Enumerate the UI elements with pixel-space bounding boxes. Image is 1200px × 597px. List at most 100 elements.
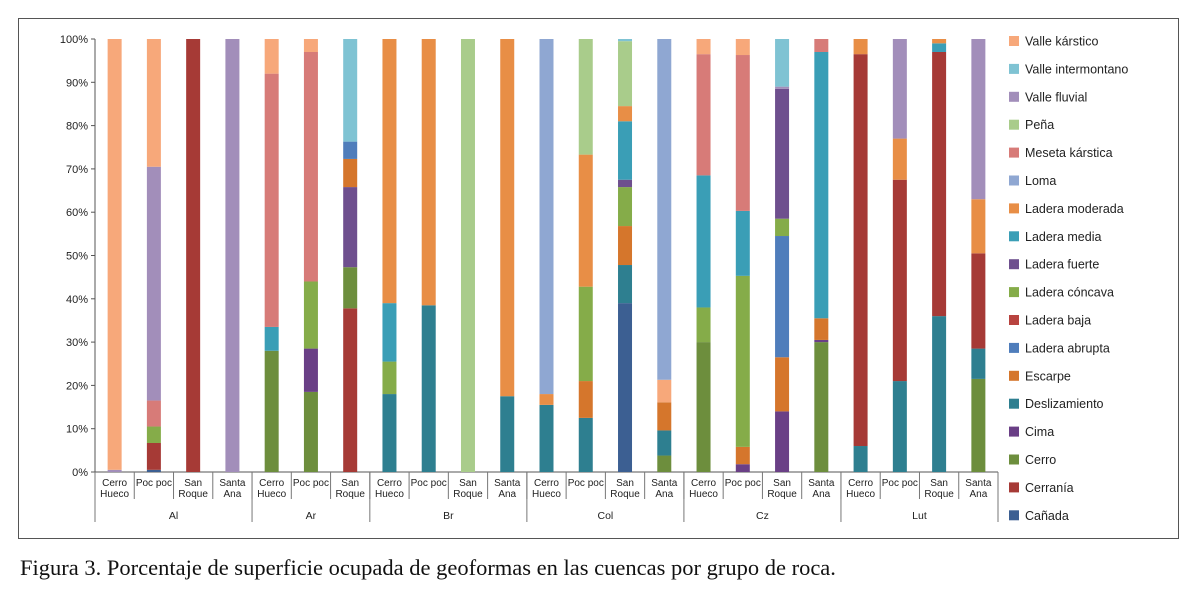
x-category-label: Hueco [532, 489, 561, 500]
bar-segment [500, 39, 515, 397]
y-tick-label: 70% [66, 164, 88, 176]
x-category-label: San [773, 478, 791, 489]
bar-segment [696, 307, 711, 343]
bar-segment [775, 39, 790, 87]
x-group-label: Br [443, 510, 454, 522]
bar-segment [343, 158, 358, 188]
x-category-label: Santa [808, 478, 835, 489]
bar-segment [892, 381, 907, 472]
bar-segment [735, 39, 750, 56]
x-group-label: Cz [756, 510, 769, 522]
bar-segment [775, 411, 790, 472]
bar-segment [735, 210, 750, 276]
bar-segment [696, 54, 711, 176]
legend-swatch [1009, 398, 1019, 409]
x-category-label: Ana [498, 489, 516, 500]
bar-segment [696, 342, 711, 472]
legend-swatch [1009, 287, 1019, 298]
bar-segment [932, 316, 947, 472]
bar-segment [382, 39, 397, 304]
bar-segment [303, 348, 318, 392]
legend-label: Peña [1025, 118, 1054, 132]
legend-label: Loma [1025, 174, 1056, 188]
bar-segment [343, 187, 358, 268]
bar-segment [618, 226, 633, 266]
bar-segment [657, 379, 672, 403]
legend-label: Ladera moderada [1025, 202, 1124, 216]
bar-segment [578, 381, 593, 418]
bar-segment [853, 446, 868, 472]
figure-caption: Figura 3. Porcentaje de superficie ocupa… [20, 555, 836, 580]
x-category-label: Hueco [689, 489, 718, 500]
x-category-label: Roque [453, 489, 483, 500]
bar-segment [303, 39, 318, 52]
legend-swatch [1009, 147, 1019, 158]
bar-segment [343, 39, 358, 142]
bar-segment [303, 281, 318, 349]
bar-segment [814, 339, 829, 343]
bar-segment [775, 86, 790, 89]
bar-segment [264, 39, 279, 74]
bar-segment [264, 73, 279, 327]
bar-segment [578, 417, 593, 472]
x-category-label: Cerro [377, 478, 402, 489]
bar-segment [657, 430, 672, 456]
bar-segment [892, 39, 907, 139]
bar-segment [814, 39, 829, 52]
bar-segment [657, 402, 672, 431]
bar-segment [696, 175, 711, 308]
x-category-label: San [184, 478, 202, 489]
bar-segment [696, 39, 711, 55]
bar-segment [932, 39, 947, 44]
bar-segment [343, 308, 358, 472]
x-group-label: Col [598, 510, 614, 522]
x-group-label: Lut [912, 510, 927, 522]
bar-segment [460, 39, 475, 472]
bar-segment [735, 464, 750, 472]
x-category-label: Cerro [102, 478, 127, 489]
x-category-label: Cerro [691, 478, 716, 489]
x-category-label: Santa [219, 478, 246, 489]
bar-segment [578, 154, 593, 287]
bar-segment [814, 318, 829, 340]
bar-segment [382, 361, 397, 395]
legend-label: Escarpe [1025, 369, 1071, 383]
legend-swatch [1009, 203, 1019, 214]
bar-segment [735, 55, 750, 211]
y-tick-label: 30% [66, 337, 88, 349]
bar-segment [107, 469, 122, 472]
x-category-label: Poc poc [725, 478, 761, 489]
x-category-label: San [930, 478, 948, 489]
y-tick-label: 60% [66, 207, 88, 219]
legend-swatch [1009, 259, 1019, 270]
y-tick-label: 80% [66, 121, 88, 133]
bar-segment [382, 394, 397, 472]
bar-segment [618, 121, 633, 180]
legend-swatch [1009, 426, 1019, 437]
bar-segment [775, 218, 790, 237]
y-tick-label: 100% [60, 34, 88, 46]
legend-label: Ladera abrupta [1025, 341, 1110, 355]
legend-label: Meseta kárstica [1025, 146, 1113, 160]
bar-segment [303, 391, 318, 472]
x-category-label: Hueco [375, 489, 404, 500]
bar-segment [618, 41, 633, 107]
bar-segment [618, 303, 633, 472]
bar-segment [578, 39, 593, 155]
legend-swatch [1009, 370, 1019, 381]
y-tick-label: 10% [66, 424, 88, 436]
bar-segment [853, 54, 868, 447]
legend-swatch [1009, 119, 1019, 130]
bar-segment [500, 396, 515, 472]
bar-segment [971, 348, 986, 379]
bar-segment [343, 267, 358, 309]
legend-label: Ladera cóncava [1025, 286, 1114, 300]
y-tick-label: 20% [66, 380, 88, 392]
legend-swatch [1009, 342, 1019, 353]
bar-segment [146, 426, 161, 443]
bar-segment [343, 141, 358, 159]
x-category-label: Poc poc [293, 478, 329, 489]
bar-segment [539, 404, 554, 472]
x-category-label: San [341, 478, 359, 489]
x-category-label: Santa [965, 478, 992, 489]
